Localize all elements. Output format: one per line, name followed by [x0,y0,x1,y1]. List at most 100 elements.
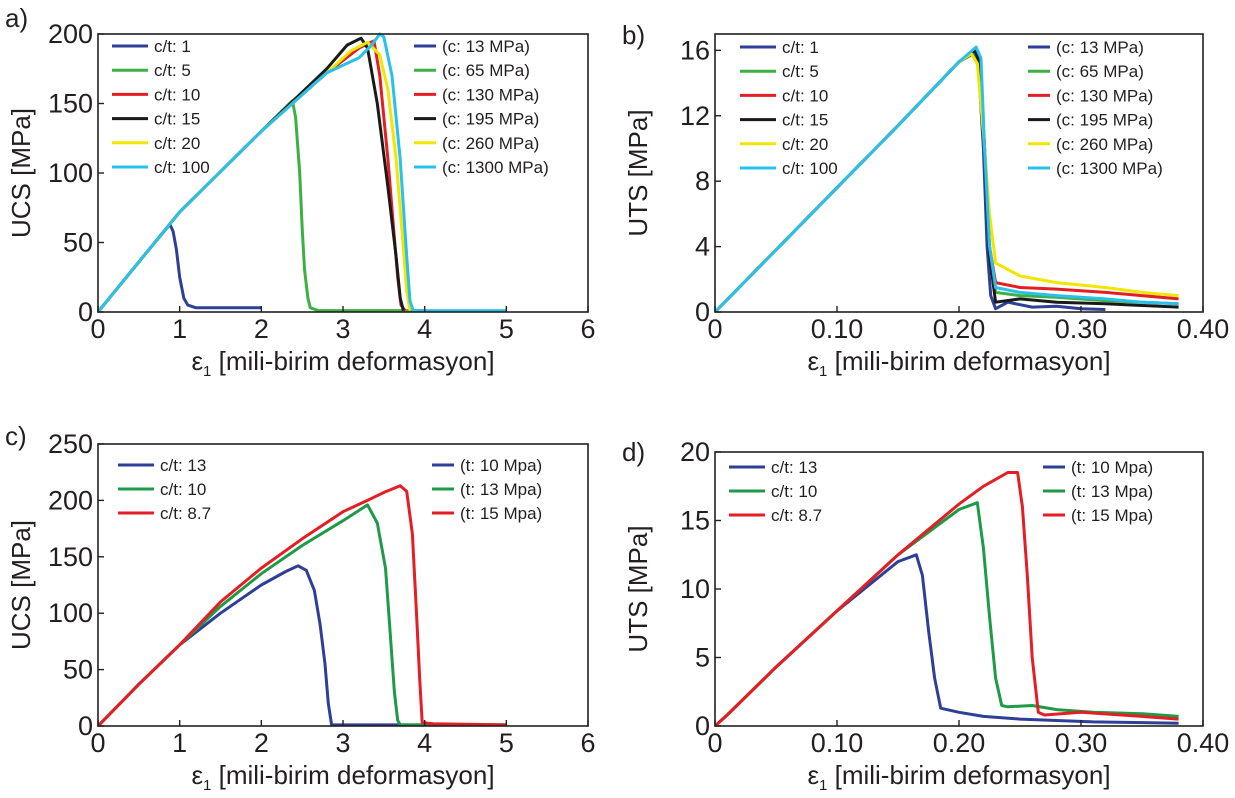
legend-label: c/t: 10 [782,86,828,105]
legend-label: c/t: 10 [160,480,206,499]
y-tick-label: 15 [680,506,710,536]
x-tick-label: 0.30 [1055,314,1108,344]
x-axis-label-subscript: 1 [203,777,211,794]
x-tick-label: 0.40 [1177,728,1230,758]
y-tick-label: 12 [680,101,710,131]
legend-label: c/t: 13 [160,456,206,475]
legend-label: (t: 10 Mpa) [460,456,542,475]
panel-label: d) [622,437,645,467]
legend-label: c/t: 100 [782,159,838,178]
x-axis-label-text: [mili-birim deformasyon] [827,346,1110,376]
y-axis-label: UTS [MPa] [623,109,653,236]
series-line-1 [98,564,507,726]
legend-label: (t: 13 Mpa) [1071,482,1153,501]
x-axis-label-symbol: ε [807,346,819,376]
series-line-6 [715,45,1179,312]
panel-label: b) [622,20,645,50]
x-tick-label: 3 [335,728,350,758]
y-tick-label: 200 [48,485,93,515]
x-tick-label: 0.20 [933,314,986,344]
y-tick-label: 100 [48,158,93,188]
legend-label: c/t: 8.7 [160,504,211,523]
y-tick-label: 10 [680,574,710,604]
x-axis-label-symbol: ε [807,760,819,790]
x-tick-label: 4 [417,314,432,344]
series-line-1 [98,222,262,312]
x-tick-label: 0.20 [933,728,986,758]
x-tick-label: 0.10 [811,728,864,758]
x-tick-label: 3 [335,314,350,344]
x-axis-label-symbol: ε [191,760,203,790]
x-axis-label-text: [mili-birim deformasyon] [827,760,1110,790]
x-tick-label: 2 [254,314,269,344]
x-tick-label: 0 [90,314,105,344]
chart-panel-2: 0 0.10 0.20 0.30 0.40 0 4 8 12 16 b) ε1 [mili-birim… [622,20,1229,380]
legend-label: c/t: 20 [782,135,828,154]
y-tick-label: 250 [48,429,93,459]
x-tick-label: 2 [254,728,269,758]
x-axis-label-symbol: ε [191,346,203,376]
legend-label: (c: 65 MPa) [442,61,530,80]
legend-label: (c: 13 MPa) [442,37,530,56]
legend-label: (c: 260 MPa) [442,134,539,153]
y-tick-label: 4 [695,232,710,262]
legend-label: (c: 13 MPa) [1056,38,1144,57]
legend-label: (c: 195 MPa) [1056,111,1153,130]
x-tick-label: 0.40 [1177,314,1230,344]
legend-label: c/t: 100 [154,158,210,177]
legend-label: c/t: 5 [782,62,819,81]
y-tick-label: 8 [695,166,710,196]
y-tick-label: 100 [48,598,93,628]
x-tick-label: 5 [499,314,514,344]
x-axis-label: ε1 [mili-birim deformasyon] [191,760,494,794]
x-axis-label-subscript: 1 [819,777,827,794]
y-tick-label: 0 [695,711,710,741]
x-axis-label: ε1 [mili-birim deformasyon] [807,760,1110,794]
x-axis-label: ε1 [mili-birim deformasyon] [191,346,494,380]
legend-label: (c: 1300 MPa) [442,158,549,177]
legend-label: (c: 260 MPa) [1056,135,1153,154]
series-line-3 [98,484,507,726]
series-line-4 [98,36,405,312]
legend-label: c/t: 10 [771,482,817,501]
legend-label: c/t: 5 [154,61,191,80]
legend-label: (t: 13 Mpa) [460,480,542,499]
x-tick-label: 0 [707,314,722,344]
x-axis-label-text: [mili-birim deformasyon] [211,346,494,376]
x-tick-label: 6 [580,728,595,758]
y-tick-label: 200 [48,19,93,49]
legend-label: c/t: 15 [154,110,200,129]
legend-label: (c: 195 MPa) [442,110,539,129]
legend-label: (t: 10 Mpa) [1071,458,1153,477]
x-axis-label: ε1 [mili-birim deformasyon] [807,346,1110,380]
x-tick-label: 0.30 [1055,728,1108,758]
chart-panel-3: 0 1 2 3 4 5 6 0 50 100 150 200 250 c) ε1 [mili-birim d… [5,421,596,794]
legend-label: (c: 65 MPa) [1056,62,1144,81]
legend-label: (c: 130 MPa) [1056,86,1153,105]
chart-panel-4: 0 0.10 0.20 0.30 0.40 0 5 10 15 20 d) ε1 [mili-biri… [622,437,1229,794]
legend-label: c/t: 13 [771,458,817,477]
x-tick-label: 0.10 [811,314,864,344]
x-axis-label-subscript: 1 [819,363,827,380]
series-line-1 [715,553,1179,726]
x-axis-label-text: [mili-birim deformasyon] [211,760,494,790]
y-axis-label: UCS [MPa] [6,520,36,650]
y-tick-label: 20 [680,437,710,467]
x-tick-label: 1 [172,728,187,758]
y-tick-label: 16 [680,35,710,65]
x-tick-label: 5 [499,728,514,758]
legend-label: c/t: 1 [154,37,191,56]
y-tick-label: 50 [63,228,93,258]
series-line-2 [715,501,1179,726]
y-axis-label: UTS [MPa] [623,525,653,652]
series-line-3 [715,471,1179,726]
x-axis-label-subscript: 1 [203,363,211,380]
y-tick-label: 0 [78,297,93,327]
legend-label: c/t: 20 [154,134,200,153]
y-tick-label: 5 [695,643,710,673]
panel-label: c) [5,421,27,451]
legend-label: (c: 1300 MPa) [1056,159,1163,178]
legend-label: (c: 130 MPa) [442,85,539,104]
series-line-6 [98,32,507,312]
